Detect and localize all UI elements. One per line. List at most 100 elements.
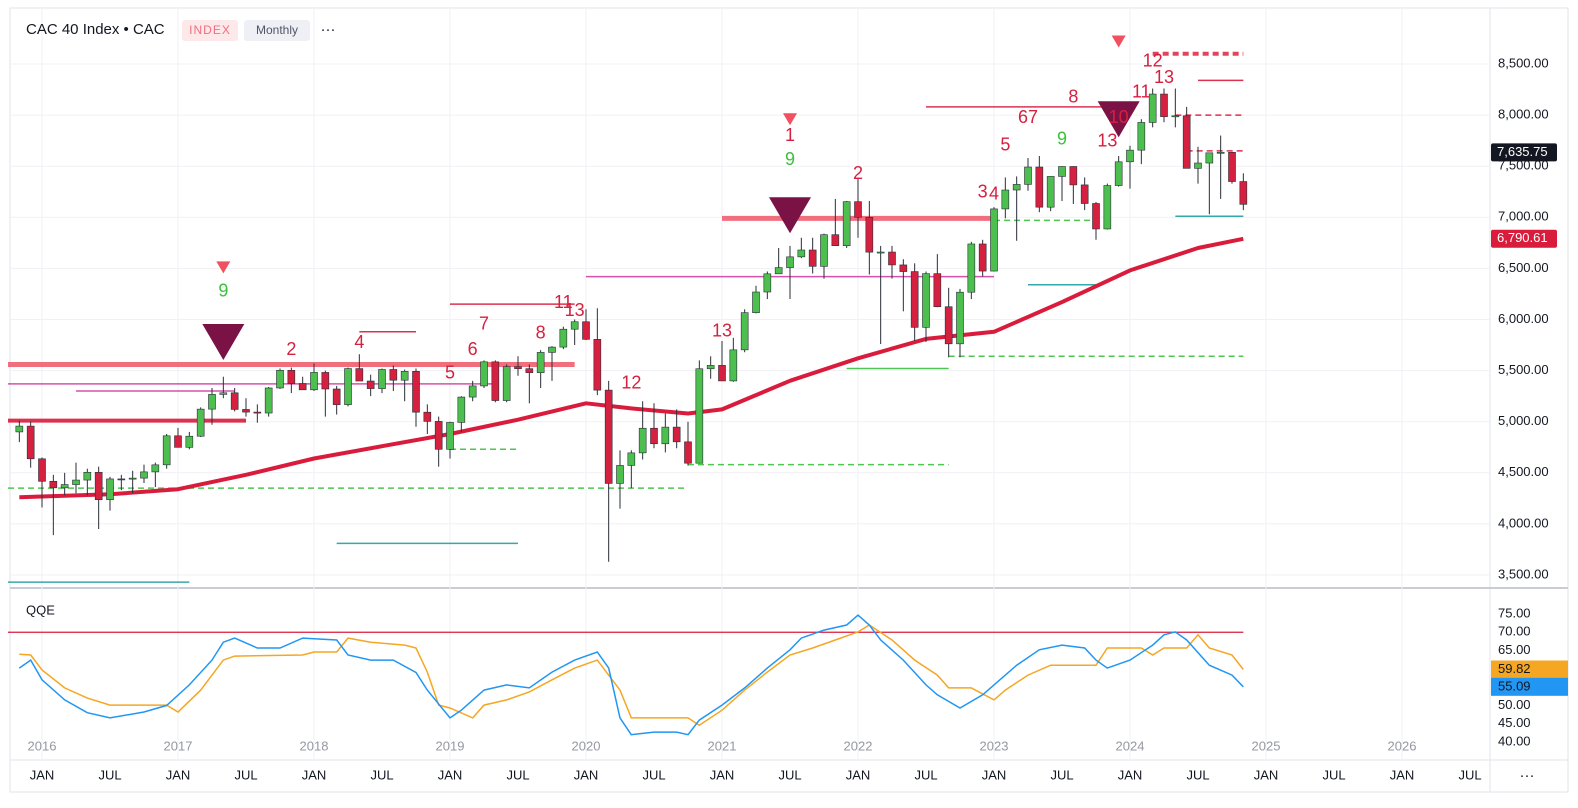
candle-body bbox=[967, 243, 976, 293]
candle-body bbox=[457, 396, 466, 423]
candle-body bbox=[1239, 181, 1248, 205]
candle-body bbox=[423, 411, 432, 422]
td-count: 9 bbox=[1057, 128, 1067, 148]
candle-body bbox=[378, 369, 386, 389]
signal-marker bbox=[216, 261, 231, 274]
price-tag-label: 6,790.61 bbox=[1497, 230, 1548, 245]
td-count: 8 bbox=[1068, 86, 1078, 106]
candle-body bbox=[468, 385, 477, 398]
candle-body bbox=[1171, 115, 1180, 118]
candle-body bbox=[593, 339, 602, 391]
candle-body bbox=[140, 471, 148, 479]
candle-body bbox=[956, 291, 964, 345]
candle-body bbox=[876, 251, 885, 254]
candle-body bbox=[366, 380, 375, 389]
candle-body bbox=[525, 368, 534, 373]
td-count: 13 bbox=[1154, 67, 1174, 87]
year-label: 2023 bbox=[980, 738, 1009, 753]
y-tick-label: 3,500.00 bbox=[1498, 566, 1549, 581]
x-tick-label: JAN bbox=[1118, 767, 1143, 782]
plot: 2016 2017 2018 2019 2020 2021 2022 2023 2024 2025… bbox=[8, 8, 1568, 782]
candle-body bbox=[627, 452, 636, 466]
interval-bg[interactable] bbox=[244, 20, 310, 41]
x-tick-label: JAN bbox=[574, 767, 599, 782]
candle-body bbox=[412, 371, 420, 413]
candle-body bbox=[151, 464, 160, 473]
x-tick-label: JUL bbox=[1050, 767, 1073, 782]
candle-body bbox=[60, 484, 69, 489]
td-count: 6 bbox=[468, 339, 478, 359]
candle-body bbox=[355, 368, 364, 382]
x-tick-label: JUL bbox=[778, 767, 801, 782]
candle-body bbox=[899, 264, 908, 272]
candle-body bbox=[888, 251, 896, 266]
candle-body bbox=[1046, 176, 1055, 208]
candle-body bbox=[808, 249, 817, 267]
candle-body bbox=[434, 421, 443, 450]
y-tick-label: 5,500.00 bbox=[1498, 362, 1549, 377]
signal-triangle bbox=[202, 323, 245, 360]
candle-body bbox=[310, 372, 318, 391]
y-tick-label: 7,500.00 bbox=[1498, 158, 1549, 173]
candle-body bbox=[26, 425, 35, 460]
candle-body bbox=[1058, 166, 1066, 177]
menu[interactable]: ··· bbox=[1520, 767, 1535, 784]
year-label: 2025 bbox=[1252, 738, 1281, 753]
qqe-tick-label: 75.00 bbox=[1498, 605, 1531, 620]
td-count: 2 bbox=[853, 163, 863, 183]
candle-body bbox=[729, 349, 738, 382]
y-tick-label: 6,500.00 bbox=[1498, 260, 1549, 275]
candle-body bbox=[831, 234, 840, 247]
candle-body bbox=[83, 471, 92, 481]
candle-body bbox=[49, 480, 58, 489]
td-count: 13 bbox=[565, 300, 585, 320]
candle-body bbox=[570, 321, 579, 330]
qqe-tick-label: 65.00 bbox=[1498, 642, 1531, 657]
x-tick-label: JAN bbox=[982, 767, 1007, 782]
x-tick-label: JUL bbox=[506, 767, 529, 782]
price-tag-label: 7,635.75 bbox=[1497, 144, 1548, 159]
candle-body bbox=[1194, 162, 1202, 169]
candle-body bbox=[276, 369, 284, 389]
x-tick-label: JUL bbox=[1322, 767, 1345, 782]
x-tick-label: JAN bbox=[302, 767, 327, 782]
candle-body bbox=[230, 392, 239, 410]
year-label: 2022 bbox=[844, 738, 873, 753]
x-tick-label: JUL bbox=[234, 767, 257, 782]
year-label: 2024 bbox=[1116, 738, 1145, 753]
menu[interactable]: ··· bbox=[321, 21, 336, 38]
qqe-tag bbox=[1491, 677, 1568, 696]
td-count: 12 bbox=[1143, 51, 1163, 71]
x-tick-label: JUL bbox=[914, 767, 937, 782]
price-tag bbox=[1491, 143, 1557, 162]
x-tick-label: JAN bbox=[1390, 767, 1415, 782]
candle-body bbox=[389, 369, 398, 381]
year-label: 2021 bbox=[708, 738, 737, 753]
candle-body bbox=[865, 217, 874, 253]
candle-body bbox=[491, 361, 500, 401]
candle-body bbox=[242, 409, 250, 413]
signal-triangle bbox=[1097, 101, 1140, 138]
td-count: 5 bbox=[445, 362, 455, 382]
td-count: 13 bbox=[1097, 130, 1117, 150]
qqe-tick-label: 70.00 bbox=[1498, 624, 1531, 639]
candle-body bbox=[661, 426, 670, 445]
candle-body bbox=[1092, 203, 1100, 230]
candle-body bbox=[128, 477, 137, 480]
candle-body bbox=[1216, 152, 1225, 154]
candle-body bbox=[400, 371, 409, 381]
candle-body bbox=[185, 435, 194, 448]
x-tick-label: JUL bbox=[642, 767, 665, 782]
candle-body bbox=[106, 478, 114, 500]
candle-body bbox=[582, 321, 590, 340]
candle-body bbox=[298, 383, 307, 391]
candle-body bbox=[559, 328, 568, 348]
td-count: 12 bbox=[621, 373, 641, 393]
x-tick-label: JUL bbox=[1458, 767, 1481, 782]
candle-body bbox=[264, 387, 273, 414]
y-tick-label: 4,500.00 bbox=[1498, 464, 1549, 479]
interval[interactable]: Monthly bbox=[256, 23, 298, 37]
candle-body bbox=[978, 243, 987, 272]
td-count: 9 bbox=[218, 281, 228, 301]
td-count: 8 bbox=[536, 323, 546, 343]
